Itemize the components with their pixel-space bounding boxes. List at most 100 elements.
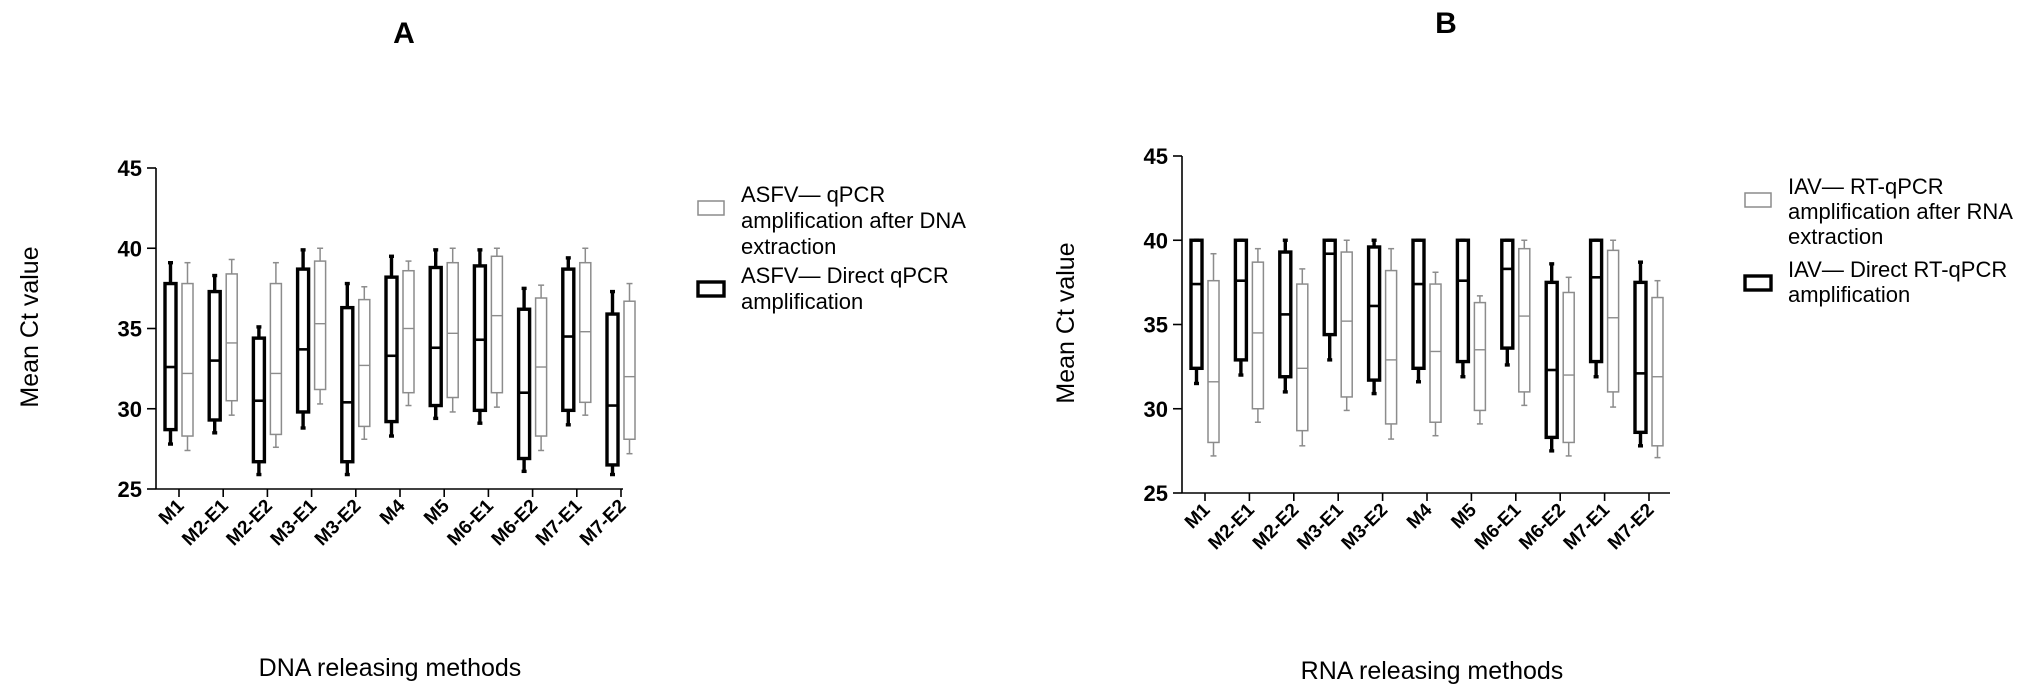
- box-body: [313, 260, 327, 391]
- panel-a-y-tick-label: 25: [118, 477, 142, 502]
- box-body: [1473, 301, 1487, 412]
- box-body: [1384, 269, 1398, 425]
- box-body: [516, 307, 532, 461]
- panel-b-y-tick-label: 40: [1144, 228, 1168, 253]
- panel-b-box-direct-m3-e2: [1366, 238, 1382, 396]
- panel-a-x-tick-label: M2-E2: [223, 496, 277, 550]
- panel-a-box-direct-m5: [428, 248, 443, 421]
- panel-b-box-extraction-m3-e2: [1384, 247, 1398, 440]
- box-body: [1518, 247, 1531, 393]
- panel-a-x-tick-label: M4: [376, 495, 410, 529]
- panel-a-box-direct-m3-e2: [340, 281, 355, 477]
- box-body: [428, 265, 443, 408]
- box-body: [1251, 261, 1265, 410]
- panel-b-label: B: [1435, 7, 1457, 40]
- panel-a-x-tick-label: M3-E2: [311, 496, 365, 550]
- panel-b-box-extraction-m6-e2: [1562, 276, 1575, 457]
- box-body: [1189, 238, 1204, 371]
- legend-text-line: extraction: [741, 234, 836, 259]
- panel-b-box-extraction-m5: [1473, 295, 1487, 425]
- panel-a-y-tick-label: 45: [118, 156, 142, 181]
- panel-a-x-tick-label: M6-E1: [444, 495, 499, 550]
- box-body: [163, 281, 178, 432]
- legend-swatch: [696, 280, 726, 298]
- panel-b-x-tick-label: M4: [1403, 499, 1437, 533]
- box-body: [1296, 283, 1309, 432]
- box-body: [1651, 296, 1664, 447]
- box-body: [1544, 280, 1559, 440]
- box-body: [1366, 245, 1382, 382]
- box-body: [181, 282, 194, 437]
- panel-b-x-tick-label: M2-E2: [1249, 500, 1303, 554]
- panel-b-x-tick-label: M5: [1447, 499, 1481, 533]
- box-body: [561, 267, 576, 413]
- panel-a-x-tick-label: M7-E2: [576, 496, 630, 550]
- panel-a-box-extraction-m4: [402, 260, 415, 407]
- panel-a-x-tick-label: M5: [420, 495, 454, 529]
- panel-a-box-extraction-m6-e1: [490, 247, 504, 408]
- panel-a-box-extraction-m5: [446, 247, 459, 413]
- panel-a-box-direct-m2-e2: [251, 325, 267, 477]
- panel-b-x-tick-label: M2-E1: [1205, 499, 1260, 554]
- panel-b-box-direct-m5: [1455, 238, 1471, 379]
- panel-a-box-extraction-m2-e2: [269, 261, 283, 449]
- panel-a-box-extraction-m2-e1: [225, 258, 238, 416]
- box-body: [358, 298, 371, 428]
- panel-a-box-extraction-m7-e1: [579, 247, 592, 416]
- panel-a-box-extraction-m3-e1: [313, 247, 327, 405]
- panel-a-box-direct-m3-e1: [295, 248, 311, 430]
- panel-a-box-direct-m6-e1: [472, 248, 488, 425]
- panel-b-box-direct-m2-e1: [1233, 238, 1249, 377]
- panel-a-x-tick-label: M3-E1: [267, 495, 322, 550]
- panel-b: B Mean Ct value RNA releasing methods 25…: [1052, 7, 2013, 685]
- box-body: [605, 312, 620, 467]
- panel-b-box-direct-m7-e2: [1633, 260, 1648, 448]
- box-body: [1633, 280, 1648, 435]
- legend-text-line: IAV— Direct RT-qPCR: [1788, 257, 2007, 282]
- legend-swatch: [1743, 274, 1773, 292]
- panel-a-x-tick-label: M1: [155, 495, 189, 529]
- panel-b-y-tick-label: 35: [1144, 313, 1168, 338]
- panel-b-box-extraction-m4: [1429, 271, 1442, 437]
- panel-a-box-direct-m7-e2: [605, 289, 620, 477]
- panel-b-box-direct-m4: [1411, 238, 1426, 384]
- legend-text-line: ASFV— qPCR: [741, 182, 885, 207]
- box-body: [269, 282, 283, 436]
- panel-a-y-axis-label: Mean Ct value: [16, 246, 44, 407]
- panel-b-box-extraction-m2-e2: [1296, 268, 1309, 447]
- panel-a-x-tick-label: M6-E2: [488, 496, 542, 550]
- panel-b-y-tick-label: 25: [1144, 481, 1168, 506]
- box-body: [1562, 291, 1575, 444]
- panel-b-x-tick-label: M7-E1: [1560, 499, 1615, 554]
- panel-b-box-extraction-m1: [1207, 252, 1220, 457]
- box-body: [402, 269, 415, 394]
- box-body: [1588, 238, 1604, 364]
- panel-b-box-direct-m2-e2: [1278, 238, 1293, 394]
- box-body: [207, 289, 222, 422]
- panel-a-box-direct-m4: [384, 254, 399, 438]
- box-body: [472, 264, 488, 413]
- panel-a-box-direct-m1: [163, 260, 178, 446]
- panel-a: A Mean Ct value DNA releasing methods 25…: [16, 17, 966, 682]
- panel-a-box-direct-m7-e1: [561, 256, 576, 427]
- panel-b-x-tick-label: M3-E2: [1338, 500, 1392, 554]
- panel-a-box-direct-m6-e2: [516, 286, 532, 474]
- panel-a-box-direct-m2-e1: [207, 273, 222, 435]
- panel-b-box-direct-m3-e1: [1322, 238, 1337, 362]
- panel-b-box-direct-m1: [1189, 238, 1204, 386]
- panel-b-x-tick-label: M3-E1: [1293, 499, 1348, 554]
- box-body: [1455, 238, 1471, 364]
- panel-b-x-tick-label: M7-E2: [1604, 500, 1658, 554]
- panel-b-box-direct-m6-e2: [1544, 262, 1559, 453]
- legend-text-line: IAV— RT-qPCR: [1788, 174, 1944, 199]
- panel-b-x-axis-label: RNA releasing methods: [1301, 657, 1564, 685]
- box-body: [1233, 238, 1249, 362]
- panel-b-box-direct-m7-e1: [1588, 238, 1604, 379]
- panel-a-box-extraction-m1: [181, 261, 194, 452]
